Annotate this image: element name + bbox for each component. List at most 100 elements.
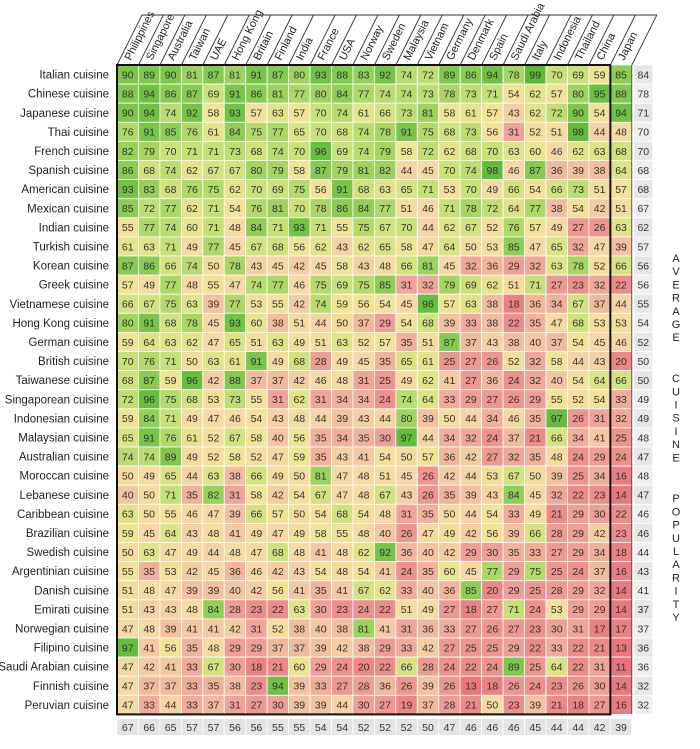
cell-value: 43 (165, 604, 177, 616)
cell-value: 43 (358, 413, 370, 425)
cell-value: 33 (401, 585, 413, 597)
cell-value: 16 (615, 700, 627, 712)
cell-value: 21 (529, 432, 541, 444)
cell-value: 52 (208, 451, 220, 463)
cell-value: 93 (315, 69, 327, 81)
cell-value: 50 (444, 413, 456, 425)
cell-value: 65 (401, 356, 413, 368)
row-label-greek-cuisine: Greek cuisine (39, 280, 109, 292)
cell-value: 77 (208, 241, 220, 253)
cell-value: 44 (315, 413, 327, 425)
cell-value: 29 (465, 394, 477, 406)
cell-value: 69 (465, 279, 477, 291)
cell-value: 31 (315, 394, 327, 406)
row-label-korean-cuisine: Korean cuisine (33, 261, 109, 273)
cell-value: 87 (315, 165, 327, 177)
cell-value: 78 (444, 88, 456, 100)
cell-value: 38 (487, 299, 499, 311)
cell-value: 45 (358, 356, 370, 368)
cell-value: 49 (143, 279, 155, 291)
cell-value: 48 (229, 222, 241, 234)
cell-value: 36 (551, 165, 563, 177)
cell-value: 39 (529, 700, 541, 712)
cell-value: 63 (594, 146, 606, 158)
cell-value: 77 (229, 299, 241, 311)
cell-value: 47 (122, 661, 134, 673)
column-average-value: 67 (122, 722, 134, 734)
cell-value: 32 (551, 490, 563, 502)
column-label-india: India (294, 35, 316, 62)
cell-value: 29 (508, 642, 520, 654)
cell-value: 27 (487, 604, 499, 616)
cell-value: 56 (358, 299, 370, 311)
cell-value: 47 (594, 241, 606, 253)
cell-value: 29 (379, 318, 391, 330)
cell-value: 33 (551, 642, 563, 654)
cell-value: 75 (293, 184, 305, 196)
cell-value: 35 (529, 318, 541, 330)
cell-value: 29 (508, 585, 520, 597)
cell-value: 35 (379, 356, 391, 368)
column-average-value: 52 (358, 722, 370, 734)
cell-value: 91 (143, 318, 155, 330)
cell-value: 43 (336, 451, 348, 463)
cell-value: 58 (444, 108, 456, 120)
cell-value: 35 (422, 509, 434, 521)
cell-value: 67 (358, 585, 370, 597)
cell-value: 74 (165, 222, 177, 234)
row-label-finnish-cuisine: Finnish cuisine (33, 681, 109, 693)
cell-value: 71 (508, 604, 520, 616)
cell-value: 32 (508, 451, 520, 463)
cell-value: 67 (379, 222, 391, 234)
cell-value: 29 (379, 642, 391, 654)
column-average-value: 56 (251, 722, 263, 734)
cell-value: 45 (444, 260, 456, 272)
cell-value: 33 (186, 700, 198, 712)
cell-value: 52 (208, 432, 220, 444)
cell-value: 71 (529, 279, 541, 291)
cell-value: 45 (401, 470, 413, 482)
cell-value: 65 (379, 241, 391, 253)
cell-value: 74 (379, 88, 391, 100)
cell-value: 59 (122, 528, 134, 540)
cell-value: 18 (615, 547, 627, 559)
cell-value: 54 (251, 413, 263, 425)
row-label-peruvian-cuisine: Peruvian cuisine (25, 700, 109, 712)
cell-value: 71 (208, 146, 220, 158)
cell-value: 50 (293, 509, 305, 521)
cell-value: 66 (508, 184, 520, 196)
cell-value: 24 (401, 566, 413, 578)
cell-value: 81 (358, 623, 370, 635)
cell-value: 58 (208, 108, 220, 120)
cell-value: 34 (594, 547, 606, 559)
cell-value: 67 (465, 222, 477, 234)
cell-value: 30 (272, 700, 284, 712)
cell-value: 50 (336, 318, 348, 330)
cell-value: 95 (594, 88, 606, 100)
cell-value: 56 (315, 184, 327, 196)
cell-value: 73 (401, 108, 413, 120)
cell-value: 49 (186, 451, 198, 463)
cell-value: 54 (315, 566, 327, 578)
cell-value: 43 (358, 260, 370, 272)
cell-value: 34 (358, 394, 370, 406)
cell-value: 62 (529, 88, 541, 100)
row-label-argentinian-cuisine: Argentinian cuisine (12, 566, 109, 578)
cell-value: 21 (465, 700, 477, 712)
cell-value: 49 (272, 356, 284, 368)
cell-value: 33 (444, 623, 456, 635)
cell-value: 39 (465, 490, 477, 502)
cell-value: 88 (229, 375, 241, 387)
cell-value: 80 (122, 318, 134, 330)
cell-value: 62 (379, 585, 391, 597)
cell-value: 23 (251, 604, 263, 616)
cell-value: 78 (465, 203, 477, 215)
cell-value: 63 (615, 222, 627, 234)
cell-value: 80 (293, 69, 305, 81)
cell-value: 55 (336, 528, 348, 540)
cell-value: 84 (508, 490, 520, 502)
cell-value: 56 (272, 585, 284, 597)
cell-value: 24 (572, 451, 584, 463)
cell-value: 37 (251, 375, 263, 387)
cell-value: 49 (186, 547, 198, 559)
